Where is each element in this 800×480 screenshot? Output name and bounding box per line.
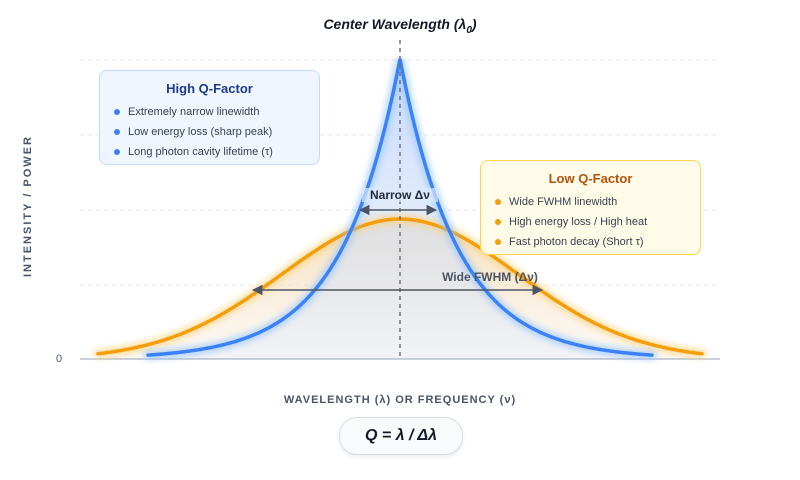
list-item: Fast photon decay (Short τ) bbox=[495, 232, 686, 252]
center-wavelength-title: Center Wavelength (λ0) bbox=[300, 16, 500, 36]
list-item-text: Fast photon decay (Short τ) bbox=[509, 236, 644, 248]
list-item-text: High energy loss / High heat bbox=[509, 216, 648, 228]
list-item: Extremely narrow linewidth bbox=[114, 102, 305, 122]
x-axis-label: WAVELENGTH (λ) OR FREQUENCY (ν) bbox=[283, 394, 517, 406]
low-q-title: Low Q-Factor bbox=[548, 171, 633, 186]
list-item: High energy loss / High heat bbox=[495, 212, 686, 232]
list-item-text: Low energy loss (sharp peak) bbox=[128, 126, 273, 138]
bullet-dot-icon bbox=[495, 239, 501, 245]
bullet-dot-icon bbox=[495, 219, 501, 225]
bullet-dot-icon bbox=[114, 129, 120, 135]
list-item: Wide FWHM linewidth bbox=[495, 192, 686, 212]
list-item-text: Extremely narrow linewidth bbox=[128, 106, 260, 118]
center-wavelength-text: Center Wavelength (λ bbox=[323, 16, 467, 32]
wide-fwhm-label: Wide FWHM (Δν) bbox=[442, 270, 538, 284]
list-item: Long photon cavity lifetime (τ) bbox=[114, 142, 305, 162]
q-formula-box: Q = λ / Δλ bbox=[339, 417, 463, 455]
narrow-linewidth-label: Narrow Δν bbox=[362, 188, 438, 202]
high-q-card: High Q-Factor Extremely narrow linewidth… bbox=[99, 70, 320, 165]
bullet-dot-icon bbox=[495, 199, 501, 205]
center-wavelength-subscript: 0 bbox=[466, 24, 472, 36]
low-q-card: Low Q-Factor Wide FWHM linewidth High en… bbox=[480, 160, 701, 255]
bullet-dot-icon bbox=[114, 109, 120, 115]
list-item-text: Wide FWHM linewidth bbox=[509, 196, 618, 208]
high-q-list: Extremely narrow linewidth Low energy lo… bbox=[114, 102, 305, 162]
bullet-dot-icon bbox=[114, 149, 120, 155]
low-q-list: Wide FWHM linewidth High energy loss / H… bbox=[495, 192, 686, 252]
list-item-text: Long photon cavity lifetime (τ) bbox=[128, 146, 273, 158]
high-q-title: High Q-Factor bbox=[166, 81, 253, 96]
list-item: Low energy loss (sharp peak) bbox=[114, 122, 305, 142]
center-wavelength-close: ) bbox=[471, 16, 477, 32]
y-axis-label: INTENSITY / POWER bbox=[22, 135, 34, 277]
y-zero-tick: 0 bbox=[56, 353, 63, 365]
